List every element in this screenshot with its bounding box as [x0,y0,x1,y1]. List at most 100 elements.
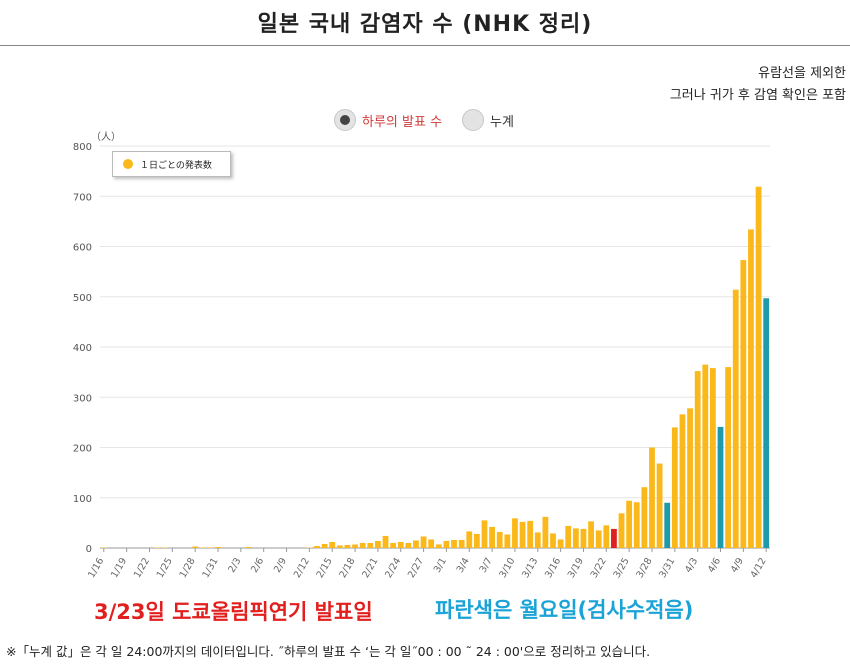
x-tick-label: 1/22 [132,556,152,580]
x-tick-label: 2/15 [315,556,335,580]
bar-4-1 [679,414,686,548]
olympics-postponement-note: 3/23일 도쿄올림픽연기 발표일 [94,600,373,624]
y-tick-label: 0 [86,544,92,555]
bar-3-25 [626,500,633,548]
x-tick-label: 1/16 [86,556,106,580]
bar-2-25 [405,542,412,548]
bar-2-21 [375,540,381,548]
x-tick-label: 1/28 [178,556,198,580]
x-tick-label: 3/31 [657,556,677,580]
bar-2-12 [306,547,313,548]
bar-3-21 [595,530,602,548]
bar-3-23 [611,528,617,548]
bar-1-24 [161,547,168,548]
x-tick-label: 3/25 [612,556,632,580]
bar-3-11 [519,521,526,548]
bar-2-18 [352,544,358,548]
legend-label: １日ごとの発表数 [140,160,212,171]
bar-4-3 [694,371,701,548]
x-tick-label: 4/6 [706,556,723,575]
radio-daily[interactable] [334,109,356,131]
bar-3-1 [443,540,450,548]
y-tick-label: 200 [73,444,92,455]
bar-4-12 [763,298,770,548]
bar-2-28 [428,539,435,548]
bar-4-7 [725,367,732,548]
y-tick-label: 300 [73,393,92,404]
x-tick-label: 4/9 [729,556,746,575]
bar-3-5 [473,533,480,548]
bar-2-23 [390,542,397,548]
bar-3-31 [671,427,678,548]
footnote: ※「누계 값」은 각 일 24:00까지의 데이터입니다. ˝하루의 발표 수 … [6,644,651,659]
x-tick-label: 3/16 [543,556,563,580]
x-tick-label: 3/4 [455,556,472,575]
daily-cases-chart: 0 100 200 300 400 500 600 700 800（人） 1/16 1/19 1/22… [73,131,770,580]
bar-1-16 [100,547,107,548]
y-tick-label: 800 [73,142,92,153]
bar-2-4 [245,546,252,548]
bar-4-4 [702,364,709,548]
bar-2-19 [359,542,366,548]
y-tick-label: 500 [73,293,92,304]
y-tick-label: 700 [73,192,92,203]
bar-2-22 [382,535,389,548]
x-tick-label: 2/9 [272,556,289,575]
bar-4-5 [710,368,716,548]
x-tick-label: 2/24 [383,556,403,580]
x-tick-label: 3/7 [478,556,495,575]
bar-3-24 [618,513,625,548]
bar-4-2 [687,408,693,548]
x-tick-label: 2/12 [292,556,312,580]
bar-3-30 [664,502,671,548]
x-tick-label: 2/21 [360,556,380,580]
y-tick-label: 400 [73,343,92,354]
bar-3-13 [534,532,541,548]
bar-1-28 [192,546,199,548]
bar-3-17 [565,525,572,548]
x-tick-label: 3/1 [432,556,449,575]
bar-3-6 [481,520,488,548]
bar-1-23 [154,547,160,548]
bar-3-18 [572,528,579,548]
bar-3-12 [527,520,534,548]
toggle-daily[interactable]: 하루의 발표 수 [334,107,442,133]
bar-3-7 [489,526,495,548]
bar-4-6 [717,426,724,548]
x-tick-label: 4/12 [749,556,769,580]
toggle-daily-label[interactable]: 하루의 발표 수 [362,114,443,130]
bar-1-30 [207,547,214,548]
bar-3-27 [641,487,648,548]
bar-3-20 [588,521,594,548]
x-tick-label: 1/19 [109,556,129,580]
bar-2-24 [397,541,404,548]
bar-2-27 [420,536,427,548]
bar-4-10 [748,229,754,549]
bar-2-15 [329,541,336,548]
y-tick-label: 100 [73,494,92,505]
bar-3-28 [649,447,655,548]
title-divider [0,45,850,46]
bar-3-29 [656,463,663,548]
bar-2-17 [344,544,351,548]
bar-4-9 [740,260,747,548]
x-tick-label: 4/3 [683,556,700,575]
toggle-cumulative-label[interactable]: 누계 [490,114,514,130]
toggle-cumulative[interactable]: 누계 [462,107,514,133]
bar-4-8 [732,289,739,548]
note-includes-after-return: 그러나 귀가 후 감염 확인은 포함 [669,88,846,103]
bar-1-31 [215,546,221,548]
bar-3-8 [496,531,503,548]
bar-3-16 [557,539,564,548]
radio-cumulative[interactable] [462,109,484,131]
note-excludes-cruise-ship: 유람선을 제외한 [758,66,846,81]
legend-marker [123,159,133,169]
bar-2-29 [435,544,442,548]
bar-3-3 [458,539,465,548]
x-tick-label: 2/6 [249,556,266,575]
bar-3-9 [504,534,511,548]
bar-1-29 [199,547,206,548]
x-tick-label: 2/3 [226,556,243,575]
bar-3-26 [633,502,640,548]
bar-3-19 [580,528,587,548]
